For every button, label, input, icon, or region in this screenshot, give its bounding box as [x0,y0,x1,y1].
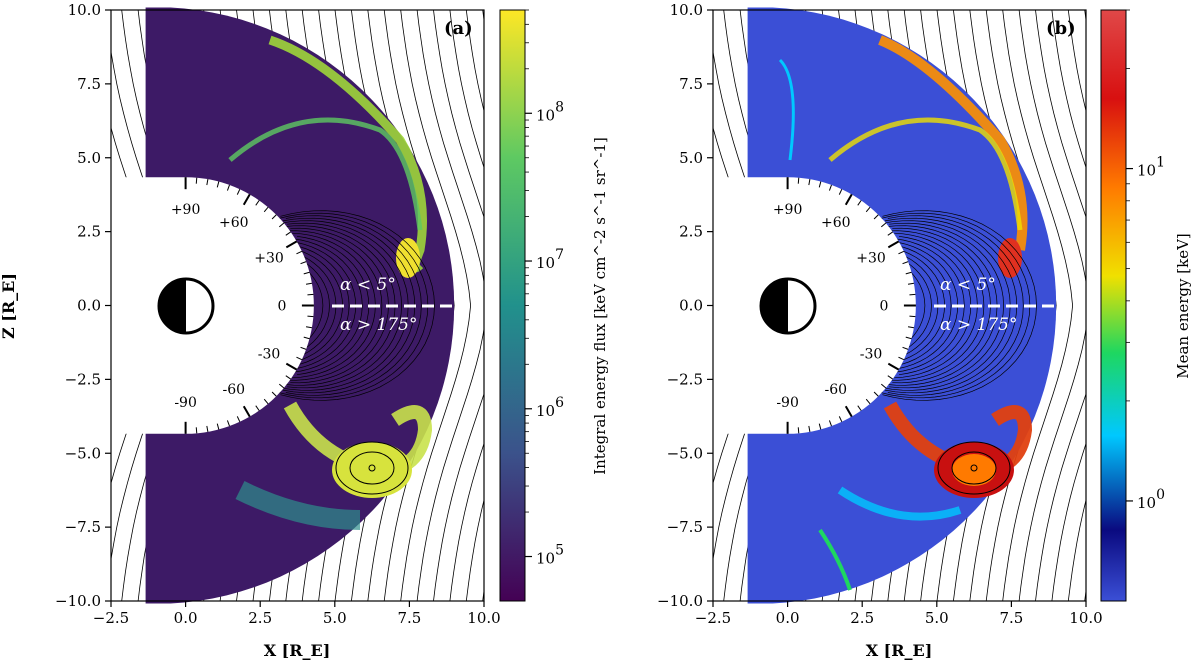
y-tick-label: −5.0 [65,444,101,462]
y-tick-label: −2.5 [667,370,703,388]
x-tick-label: −2.5 [93,609,129,627]
x-tick-label: −2.5 [695,609,731,627]
panel-a: +90+60+300-30-60-90 α < 5° α > 175° (a) … [0,1,609,660]
angle-label: +30 [254,250,284,266]
x-axis-title-a: X [R_E] [264,641,331,660]
annotation-alpha-gt-b: α > 175° [940,315,1017,335]
annotation-alpha-lt-a: α < 5° [340,275,396,295]
x-tick-label: 10.0 [1069,609,1102,627]
panel-b: +90+60+300-30-60-90 α < 5° α > 175° (b) … [657,1,1192,660]
y-tick-label: −7.5 [65,518,101,536]
y-tick-label: 2.5 [679,223,703,241]
axes-a: −2.5 0.0 2.5 5.0 7.5 10.0 10.0 7.5 5.0 2.5 0.0 −2.5… [55,1,501,627]
angle-label: -90 [174,395,197,411]
x-tick-label: 10.0 [467,609,500,627]
x-tick-label: 0.0 [776,609,800,627]
angle-label: +90 [171,202,201,218]
vortex-contours-b [937,441,1011,495]
y-tick-label: −10.0 [55,592,101,610]
colorbar-tick-label: 101 [1137,155,1165,180]
y-tick-label: 7.5 [679,75,703,93]
axes-b: −2.5 0.0 2.5 5.0 7.5 10.0 10.0 7.5 5.0 2.5 0.0 −2.5… [657,1,1103,627]
y-tick-label: 7.5 [77,75,101,93]
y-tick-label: 2.5 [77,223,101,241]
annotation-alpha-gt-a: α > 175° [340,315,417,335]
y-tick-label: −7.5 [667,518,703,536]
colorbar-a [499,9,526,602]
y-axis-title-a: Z [R_E] [0,273,18,339]
colorbar-tick-label: 105 [536,543,564,568]
y-tick-label: −2.5 [65,370,101,388]
colorbar-tick-label: 106 [536,395,564,420]
angle-label: -60 [824,382,847,398]
y-tick-label: 0.0 [77,297,101,315]
colorbar-tick-label: 100 [1137,487,1165,512]
angle-label: +60 [219,215,249,231]
energy-features-b [778,35,1033,591]
angle-label: +90 [773,202,803,218]
y-tick-label: 5.0 [679,149,703,167]
x-tick-label: 5.0 [925,609,949,627]
x-tick-label: 7.5 [397,609,421,627]
angle-label: +60 [821,215,851,231]
panel-label-a: (a) [444,18,473,39]
angle-label: 0 [277,299,286,315]
colorbar-tick-label: 107 [536,247,564,272]
colorbar-b [1100,9,1127,602]
angle-label: -60 [222,382,245,398]
earth-icon [759,277,817,335]
colorbar-tick-label: 108 [536,99,564,124]
angle-label: +30 [856,250,886,266]
x-tick-label: 2.5 [850,609,874,627]
y-tick-label: −5.0 [667,444,703,462]
colorbar-ticks-a: 105 106 107 108 [525,9,564,568]
angle-label: -30 [860,347,883,363]
angle-label: -90 [776,395,799,411]
earth-icon [157,277,215,335]
angle-label: 0 [879,299,888,315]
y-tick-label: 5.0 [77,149,101,167]
vortex-contours-a [335,441,409,495]
x-axis-title-b: X [R_E] [866,641,933,660]
x-tick-label: 7.5 [999,609,1023,627]
x-tick-label: 2.5 [248,609,272,627]
y-tick-label: 0.0 [679,297,703,315]
panel-label-b: (b) [1046,18,1076,39]
y-tick-label: 10.0 [670,1,703,19]
x-tick-label: 0.0 [174,609,198,627]
x-tick-label: 5.0 [323,609,347,627]
colorbar-ticks-b: 100 101 [1126,9,1165,512]
annotation-alpha-lt-b: α < 5° [940,275,996,295]
angle-label: -30 [258,347,281,363]
colorbar-label-a: Integral energy flux [keV cm^-2 s^-1 sr^… [591,137,609,475]
y-tick-label: −10.0 [657,592,703,610]
y-tick-label: 10.0 [68,1,101,19]
colorbar-label-b: Mean energy [keV] [1174,233,1192,379]
